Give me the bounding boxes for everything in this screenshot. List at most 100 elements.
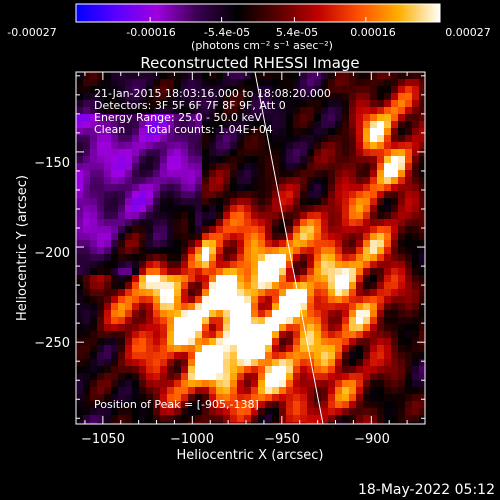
- heatmap-cell: [104, 317, 112, 325]
- heatmap-cell: [307, 331, 315, 339]
- heatmap-cell: [258, 415, 266, 423]
- heatmap-cell: [83, 170, 91, 178]
- heatmap-cell: [293, 226, 301, 234]
- heatmap-cell: [132, 135, 140, 143]
- heatmap-cell: [321, 408, 329, 416]
- heatmap-cell: [370, 149, 378, 157]
- heatmap-cell: [125, 107, 133, 115]
- heatmap-cell: [328, 268, 336, 276]
- heatmap-cell: [412, 415, 420, 423]
- heatmap-cell: [300, 247, 308, 255]
- heatmap-cell: [216, 114, 224, 122]
- heatmap-cell: [370, 331, 378, 339]
- heatmap-cell: [153, 254, 161, 262]
- heatmap-cell: [293, 156, 301, 164]
- heatmap-cell: [335, 338, 343, 346]
- heatmap-cell: [370, 387, 378, 395]
- heatmap-cell: [111, 359, 119, 367]
- heatmap-cell: [419, 275, 425, 283]
- heatmap-cell: [125, 163, 133, 171]
- heatmap-cell: [97, 303, 105, 311]
- heatmap-cell: [83, 142, 91, 150]
- heatmap-cell: [335, 422, 343, 424]
- heatmap-cell: [251, 100, 259, 108]
- heatmap-cell: [90, 387, 98, 395]
- heatmap-cell: [363, 198, 371, 206]
- heatmap-cell: [83, 198, 91, 206]
- heatmap-cell: [118, 107, 126, 115]
- heatmap-cell: [265, 135, 273, 143]
- heatmap-cell: [111, 79, 119, 87]
- heatmap-cell: [405, 142, 413, 150]
- heatmap-cell: [370, 191, 378, 199]
- heatmap-cell: [391, 177, 399, 185]
- heatmap-cell: [230, 226, 238, 234]
- heatmap-cell: [342, 212, 350, 220]
- heatmap-cell: [251, 233, 259, 241]
- heatmap-cell: [174, 79, 182, 87]
- heatmap-cell: [90, 93, 98, 101]
- heatmap-cell: [342, 240, 350, 248]
- heatmap-cell: [90, 296, 98, 304]
- heatmap-cell: [223, 289, 231, 297]
- heatmap-cell: [258, 72, 266, 80]
- heatmap-cell: [216, 324, 224, 332]
- heatmap-cell: [209, 79, 217, 87]
- heatmap-cell: [363, 359, 371, 367]
- heatmap-cell: [293, 317, 301, 325]
- heatmap-cell: [300, 93, 308, 101]
- heatmap-cell: [377, 317, 385, 325]
- heatmap-cell: [265, 198, 273, 206]
- heatmap-cell: [328, 240, 336, 248]
- heatmap-cell: [251, 415, 259, 423]
- heatmap-cell: [405, 268, 413, 276]
- heatmap-cell: [76, 401, 84, 409]
- heatmap-cell: [251, 107, 259, 115]
- heatmap-cell: [244, 261, 252, 269]
- heatmap-cell: [335, 380, 343, 388]
- heatmap-cell: [97, 345, 105, 353]
- heatmap-cell: [405, 408, 413, 416]
- heatmap-cell: [167, 219, 175, 227]
- heatmap-cell: [370, 268, 378, 276]
- heatmap-cell: [363, 135, 371, 143]
- heatmap-cell: [216, 261, 224, 269]
- heatmap-cell: [223, 282, 231, 290]
- heatmap-cell: [83, 380, 91, 388]
- heatmap-cell: [181, 408, 189, 416]
- heatmap-cell: [223, 387, 231, 395]
- heatmap-cell: [132, 79, 140, 87]
- heatmap-cell: [90, 226, 98, 234]
- heatmap-cell: [97, 415, 105, 423]
- heatmap-cell: [419, 142, 425, 150]
- heatmap-cell: [258, 114, 266, 122]
- heatmap-cell: [279, 338, 287, 346]
- heatmap-cell: [384, 352, 392, 360]
- heatmap-cell: [286, 212, 294, 220]
- heatmap-cell: [195, 359, 203, 367]
- heatmap-cell: [223, 163, 231, 171]
- heatmap-cell: [237, 156, 245, 164]
- heatmap-cell: [174, 282, 182, 290]
- heatmap-cell: [384, 128, 392, 136]
- heatmap-cell: [272, 142, 280, 150]
- heatmap-cell: [258, 254, 266, 262]
- heatmap-cell: [300, 198, 308, 206]
- heatmap-cell: [265, 289, 273, 297]
- heatmap-cell: [237, 135, 245, 143]
- heatmap-cell: [167, 317, 175, 325]
- heatmap-cell: [104, 352, 112, 360]
- heatmap-cell: [202, 380, 210, 388]
- heatmap-cell: [363, 331, 371, 339]
- heatmap-cell: [188, 247, 196, 255]
- heatmap-cell: [384, 373, 392, 381]
- heatmap-cell: [83, 310, 91, 318]
- heatmap-cell: [132, 359, 140, 367]
- heatmap-cell: [202, 247, 210, 255]
- heatmap-cell: [300, 79, 308, 87]
- axis-ticks: [76, 72, 425, 424]
- heatmap-cell: [314, 366, 322, 374]
- heatmap-cell: [356, 275, 364, 283]
- heatmap-cell: [342, 422, 350, 424]
